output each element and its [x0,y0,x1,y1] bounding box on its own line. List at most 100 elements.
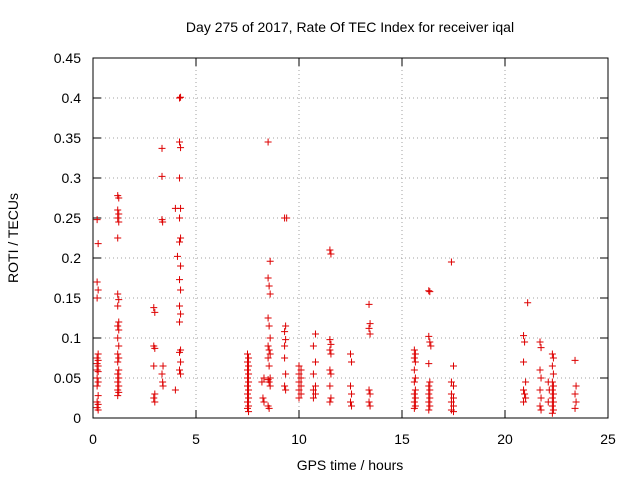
data-point [176,174,184,182]
data-point [94,378,102,386]
y-tick-label: 0.35 [54,130,81,146]
data-point [114,334,122,342]
data-point [309,370,317,378]
data-point [297,374,305,382]
data-point [93,278,101,286]
data-point [521,390,529,398]
axis-ticks [92,57,609,419]
data-point [93,294,101,302]
data-point [410,354,418,362]
data-point [115,388,123,396]
y-tick-label: 0.05 [54,370,81,386]
data-point [297,390,305,398]
data-point [410,404,418,412]
data-point [450,408,457,416]
data-point [151,308,159,316]
data-point [114,290,122,298]
data-point [410,346,418,354]
data-point [366,330,374,338]
data-point [410,366,418,374]
data-point [158,370,166,378]
data-point [347,382,354,390]
data-point [548,362,556,370]
data-point [447,378,455,386]
data-point [347,350,354,358]
data-point [425,398,433,406]
data-point [548,386,556,394]
data-point [265,346,273,354]
data-point [281,354,289,362]
data-point [295,378,303,386]
data-point [93,216,101,224]
data-point [326,398,334,406]
data-point [326,382,334,390]
data-point [520,332,528,340]
data-point [450,382,457,390]
y-tick-label: 0.1 [62,330,82,346]
data-point [177,358,185,366]
x-axis-label: GPS time / hours [297,457,404,473]
grid [93,58,608,418]
data-point [447,258,455,266]
data-point [265,404,273,412]
data-point [264,274,272,282]
data-point [245,378,253,386]
data-point [266,334,274,342]
data-point [282,370,290,378]
data-point [311,390,319,398]
data-point [549,354,557,362]
data-point [549,390,557,398]
data-point [115,374,123,382]
data-point [114,234,122,242]
data-point [522,394,530,402]
data-point [177,286,185,294]
data-point [151,344,159,352]
data-point [281,328,289,336]
data-point [311,358,319,366]
data-point [114,214,122,222]
data-point [176,94,184,102]
data-point [115,318,123,326]
data-point [450,362,457,370]
data-point [410,398,418,406]
data-point [425,332,433,340]
data-point [115,382,123,390]
data-point [114,350,122,358]
data-point [366,390,374,398]
data-point [264,138,272,146]
x-tick-label: 10 [291,431,307,447]
data-point [548,378,556,386]
data-point [177,144,185,152]
data-point [171,386,179,394]
data-point [177,262,185,270]
data-point [177,234,185,242]
data-point [524,299,532,307]
data-point [159,382,167,390]
data-point [266,257,274,265]
data-point [311,382,319,390]
x-tick-label: 15 [394,431,410,447]
data-point [265,362,273,370]
data-point [549,406,557,414]
y-tick-label: 0.4 [62,90,82,106]
data-point [548,350,556,358]
data-point [549,370,557,378]
data-point [366,320,374,328]
y-tick-label: 0.2 [62,250,82,266]
data-point [327,340,335,348]
data-point [295,370,303,378]
data-point [245,394,253,402]
data-point [348,390,356,398]
data-point [244,390,251,398]
data-point [245,370,253,378]
data-point [177,93,185,101]
data-point [295,386,303,394]
data-point [258,378,266,386]
data-point [282,322,290,330]
data-point [150,304,158,312]
data-point [114,378,122,386]
data-point [411,350,419,358]
data-point [266,382,274,390]
data-point [114,206,122,214]
